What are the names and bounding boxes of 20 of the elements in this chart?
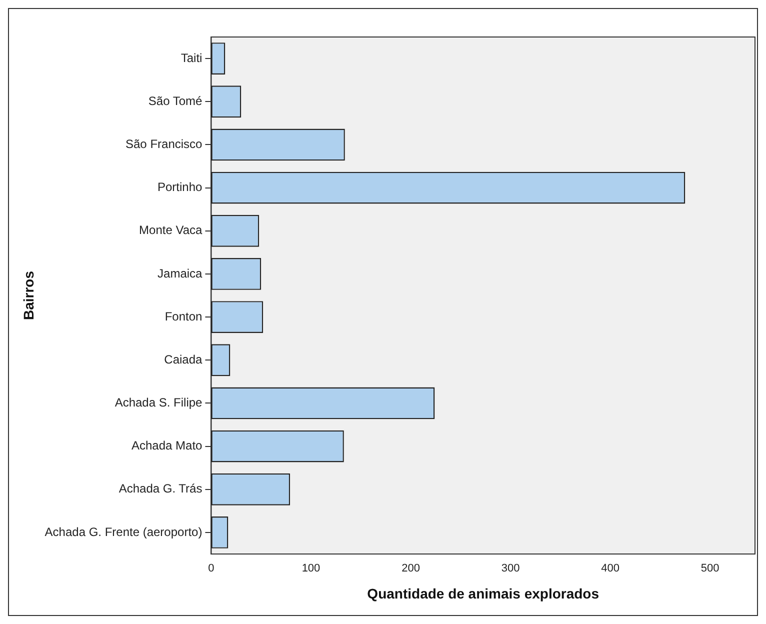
x-axis-title: Quantidade de animais explorados	[367, 585, 600, 602]
y-tick-label: Achada S. Filipe	[114, 396, 203, 410]
y-axis-title: Bairros	[20, 270, 36, 320]
y-tick-label: Achada G. Trás	[118, 482, 202, 496]
y-tick-label: Monte Vaca	[139, 223, 203, 238]
y-tick-label: Fonton	[164, 309, 202, 324]
x-tick-label: 100	[302, 562, 320, 575]
y-tick-label: Achada G. Frente (aeroporto)	[44, 524, 202, 539]
x-tick-label: 200	[402, 562, 420, 575]
y-tick-label: Portinho	[158, 180, 203, 194]
y-tick-label: Caiada	[164, 352, 203, 366]
y-tick-label: São Tomé	[148, 94, 203, 108]
y-tick-label: Taiti	[180, 50, 202, 65]
y-tick-label: Achada Mato	[131, 438, 203, 453]
x-tick-label: 400	[601, 562, 620, 575]
x-tick-label: 300	[501, 562, 520, 575]
x-tick-label: 0	[208, 562, 214, 575]
x-tick-label: 500	[700, 562, 720, 575]
y-tick-label: Jamaica	[158, 266, 203, 280]
y-tick-label: São Francisco	[126, 137, 203, 152]
